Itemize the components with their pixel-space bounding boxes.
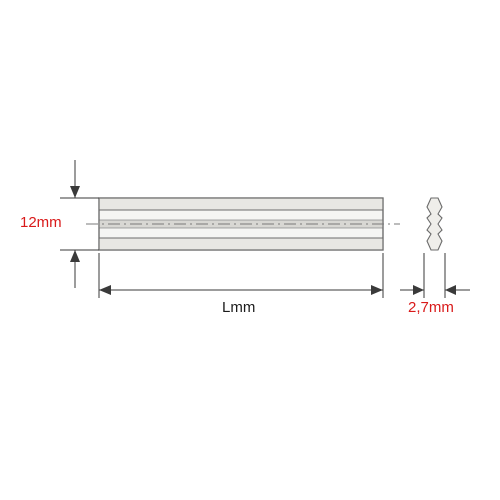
dim-length [99,253,383,298]
dim-width [400,253,470,298]
side-view [427,198,442,250]
technical-drawing: 12mm Lmm 2,7mm [0,0,500,500]
drawing-svg [0,0,500,500]
label-width: 2,7mm [408,299,454,316]
label-height: 12mm [20,214,62,231]
label-length: Lmm [222,299,255,316]
